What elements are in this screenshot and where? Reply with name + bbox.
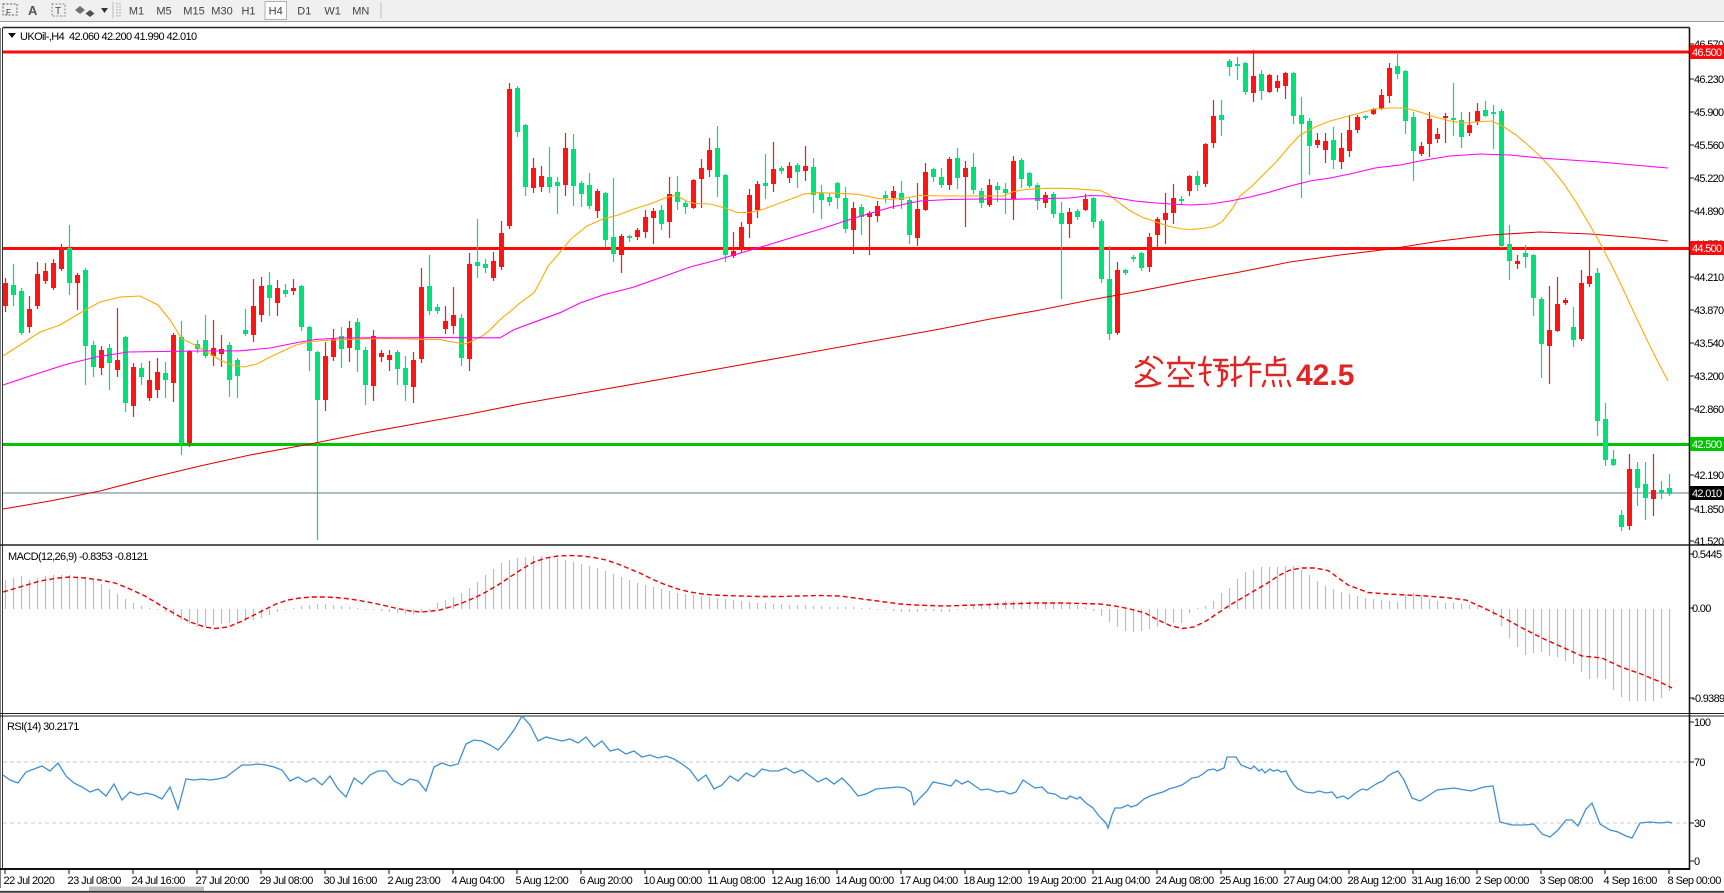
svg-text:2 Sep 00:00: 2 Sep 00:00 — [1476, 875, 1530, 887]
svg-text:31 Aug 16:00: 31 Aug 16:00 — [1412, 875, 1471, 887]
svg-text:29 Jul 08:00: 29 Jul 08:00 — [260, 875, 314, 887]
svg-text:42.500: 42.500 — [1692, 439, 1722, 451]
svg-text:44.890: 44.890 — [1694, 206, 1724, 218]
svg-text:14 Aug 00:00: 14 Aug 00:00 — [836, 875, 895, 887]
svg-text:43.540: 43.540 — [1694, 338, 1724, 350]
svg-text:A: A — [28, 3, 38, 18]
svg-text:M1: M1 — [129, 6, 144, 18]
svg-text:0.5445: 0.5445 — [1692, 549, 1722, 561]
svg-text:D1: D1 — [297, 6, 311, 18]
svg-text:44.210: 44.210 — [1694, 272, 1724, 284]
svg-text:MN: MN — [352, 6, 369, 18]
svg-text:2 Aug 23:00: 2 Aug 23:00 — [388, 875, 441, 887]
svg-text:12 Aug 16:00: 12 Aug 16:00 — [772, 875, 831, 887]
svg-text:45.560: 45.560 — [1694, 140, 1724, 152]
svg-text:0.00: 0.00 — [1692, 603, 1711, 615]
svg-text:M15: M15 — [183, 6, 204, 18]
svg-text:43.200: 43.200 — [1694, 371, 1724, 383]
svg-text:5 Aug 12:00: 5 Aug 12:00 — [516, 875, 569, 887]
svg-text:41.850: 41.850 — [1694, 504, 1724, 516]
svg-text:11 Aug 08:00: 11 Aug 08:00 — [708, 875, 766, 887]
svg-text:46.230: 46.230 — [1694, 74, 1724, 86]
svg-text:H1: H1 — [241, 6, 255, 18]
svg-text:W1: W1 — [324, 6, 341, 18]
svg-text:4 Sep 16:00: 4 Sep 16:00 — [1604, 875, 1658, 887]
svg-text:RSI(14) 30.2171: RSI(14) 30.2171 — [7, 721, 79, 733]
svg-text:42.860: 42.860 — [1694, 404, 1724, 416]
svg-text:24 Jul 16:00: 24 Jul 16:00 — [132, 875, 186, 887]
svg-text:28 Aug 12:00: 28 Aug 12:00 — [1348, 875, 1407, 887]
svg-text:4 Aug 04:00: 4 Aug 04:00 — [452, 875, 505, 887]
svg-text:23 Jul 08:00: 23 Jul 08:00 — [68, 875, 122, 887]
svg-text:MACD(12,26,9) -0.8353 -0.8121: MACD(12,26,9) -0.8353 -0.8121 — [8, 551, 148, 563]
svg-text:27 Jul 20:00: 27 Jul 20:00 — [196, 875, 250, 887]
svg-text:21 Aug 04:00: 21 Aug 04:00 — [1092, 875, 1151, 887]
svg-text:45.220: 45.220 — [1694, 173, 1724, 185]
svg-text:25 Aug 16:00: 25 Aug 16:00 — [1220, 875, 1279, 887]
svg-text:H4: H4 — [269, 6, 283, 18]
svg-text:42.010: 42.010 — [1692, 488, 1722, 500]
svg-text:42.5: 42.5 — [1296, 359, 1354, 392]
svg-text:41.520: 41.520 — [1694, 536, 1724, 548]
svg-text:M5: M5 — [156, 6, 171, 18]
svg-text:6 Aug 20:00: 6 Aug 20:00 — [580, 875, 633, 887]
svg-text:3 Sep 08:00: 3 Sep 08:00 — [1540, 875, 1594, 887]
svg-text:T: T — [55, 6, 61, 17]
svg-text:44.500: 44.500 — [1692, 243, 1722, 255]
svg-text:30 Jul 16:00: 30 Jul 16:00 — [324, 875, 378, 887]
svg-text:F: F — [6, 8, 11, 17]
svg-text:100: 100 — [1694, 717, 1711, 729]
svg-text:46.500: 46.500 — [1692, 47, 1722, 59]
svg-text:42.190: 42.190 — [1694, 470, 1724, 482]
svg-text:45.900: 45.900 — [1694, 107, 1724, 119]
svg-text:10 Aug 00:00: 10 Aug 00:00 — [644, 875, 703, 887]
svg-text:27 Aug 04:00: 27 Aug 04:00 — [1284, 875, 1343, 887]
svg-text:8 Sep 00:00: 8 Sep 00:00 — [1668, 875, 1722, 887]
svg-text:43.870: 43.870 — [1694, 305, 1724, 317]
svg-text:UKOil-,H4 42.060 42.200 41.99: UKOil-,H4 42.060 42.200 41.990 42.010 — [20, 31, 197, 43]
svg-text:19 Aug 20:00: 19 Aug 20:00 — [1028, 875, 1087, 887]
svg-text:0: 0 — [1694, 856, 1700, 868]
svg-text:-0.9389: -0.9389 — [1692, 693, 1724, 705]
svg-text:M30: M30 — [211, 6, 232, 18]
svg-text:18 Aug 12:00: 18 Aug 12:00 — [964, 875, 1023, 887]
svg-text:22 Jul 2020: 22 Jul 2020 — [4, 875, 55, 887]
svg-text:70: 70 — [1694, 757, 1705, 769]
svg-text:17 Aug 04:00: 17 Aug 04:00 — [900, 875, 959, 887]
svg-text:30: 30 — [1694, 818, 1705, 830]
svg-text:24 Aug 08:00: 24 Aug 08:00 — [1156, 875, 1215, 887]
